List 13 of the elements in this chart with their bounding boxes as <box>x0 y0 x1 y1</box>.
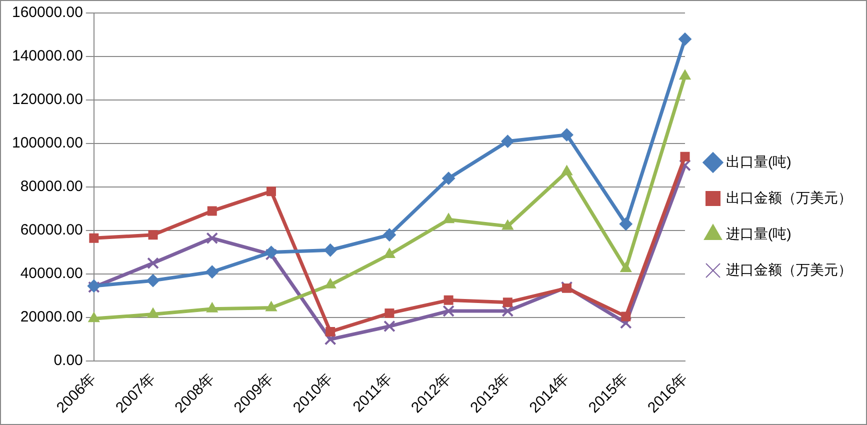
legend-label: 进口金额（万美元） <box>726 261 852 278</box>
legend-label: 出口量(吨) <box>726 153 792 170</box>
legend-label: 进口量(吨) <box>726 225 792 242</box>
y-tick-label: 100000.00 <box>12 134 83 152</box>
y-tick-label: 80000.00 <box>20 178 83 196</box>
y-tick-label: 0.00 <box>54 352 83 370</box>
y-tick-label: 40000.00 <box>20 265 83 282</box>
y-tick-label: 120000.00 <box>12 91 83 108</box>
y-tick-label: 20000.00 <box>20 308 83 326</box>
y-tick-label: 160000.00 <box>12 4 83 22</box>
y-tick-label: 140000.00 <box>12 48 83 65</box>
legend-label: 出口金额（万美元） <box>726 189 852 206</box>
y-tick-label: 60000.00 <box>20 222 83 239</box>
